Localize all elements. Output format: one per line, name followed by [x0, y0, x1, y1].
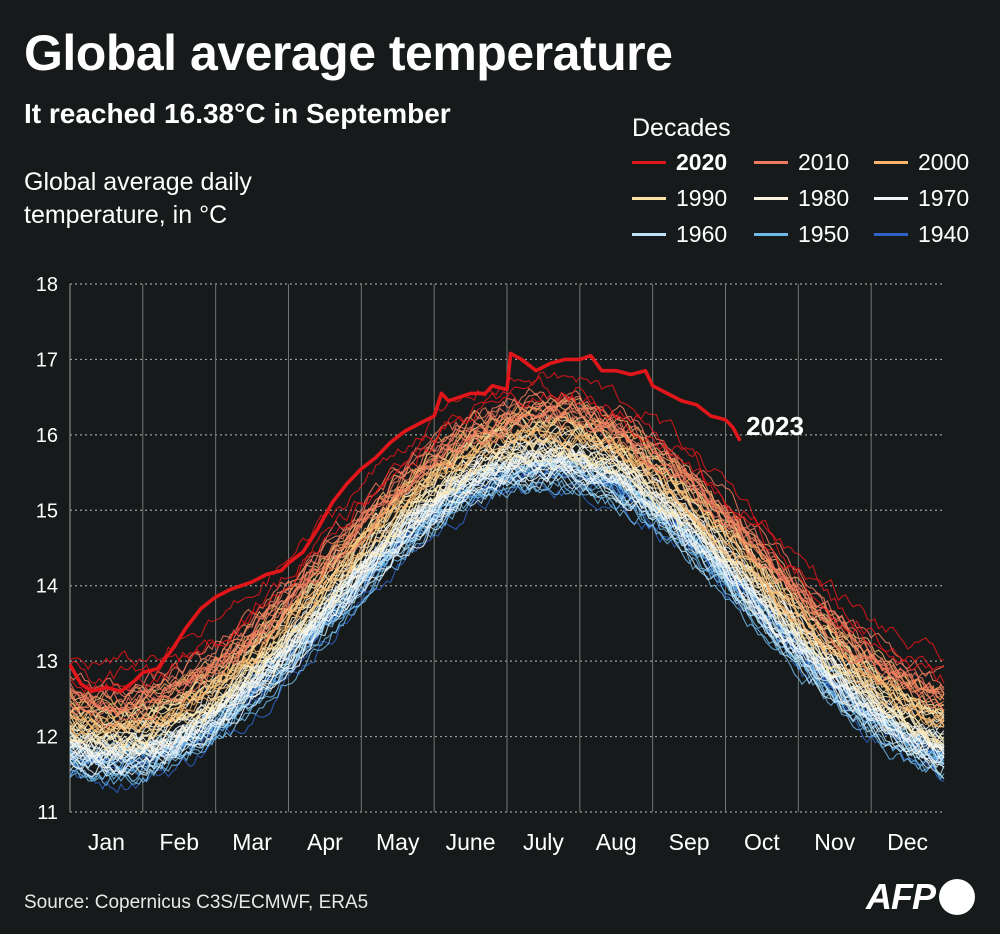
legend-label: 1940	[918, 221, 970, 247]
legend-label: 1980	[798, 185, 850, 211]
year-line	[69, 443, 945, 748]
year-line	[69, 458, 945, 778]
legend-item-1990: 1990	[632, 185, 754, 212]
x-tick-label: Aug	[596, 829, 637, 855]
legend-label: 1950	[798, 221, 850, 247]
x-tick-label: Nov	[814, 829, 855, 855]
x-tick-label: Feb	[159, 829, 199, 855]
y-tick-label: 11	[37, 802, 58, 824]
year-line	[69, 375, 945, 684]
historical-year-lines	[69, 371, 945, 794]
year-line	[69, 464, 945, 775]
legend-item-2000: 2000	[874, 149, 994, 176]
y-axis-label-line2: temperature, in °C	[24, 201, 228, 229]
chart-subtitle: It reached 16.38°C in September	[24, 98, 451, 129]
year-line	[69, 438, 945, 754]
x-tick-label: June	[446, 829, 496, 855]
year-line	[69, 387, 945, 697]
year-line	[69, 449, 945, 756]
x-tick-label: Apr	[307, 829, 343, 855]
afp-logo-text: AFP	[866, 876, 936, 917]
legend-swatch	[754, 233, 788, 236]
afp-logo-dot	[939, 879, 975, 915]
afp-logo: AFP	[866, 876, 975, 918]
legend-label: 1970	[918, 185, 970, 211]
year-line	[69, 466, 945, 776]
y-tick-label: 17	[36, 349, 58, 371]
legend-item-1980: 1980	[754, 185, 874, 212]
legend-swatch	[874, 161, 908, 164]
y-tick-label: 12	[36, 727, 58, 749]
year-line	[69, 449, 945, 751]
year-line	[69, 390, 945, 694]
y-axis-label: Global average daily temperature, in °C	[24, 166, 324, 232]
year-line	[69, 428, 945, 733]
legend-item-2010: 2010	[754, 149, 874, 176]
legend-items: 2020 2010 2000 1990 1980 1970 1960 1950 1940	[632, 149, 992, 248]
highlight-line-2023	[68, 351, 742, 694]
legend: Decades 2020 2010 2000 1990 1980 1970 1960 1950…	[632, 114, 992, 248]
legend-label: 1990	[676, 185, 728, 211]
x-tick-label: Mar	[232, 829, 272, 855]
annotation-2023: 2023	[746, 411, 804, 441]
y-axis-label-line1: Global average daily	[24, 168, 252, 196]
year-line	[69, 440, 945, 758]
legend-item-1950: 1950	[754, 221, 874, 248]
legend-title: Decades	[632, 114, 731, 142]
year-line	[69, 390, 945, 709]
legend-swatch	[632, 197, 666, 200]
year-line	[69, 425, 945, 738]
legend-label: 2010	[798, 149, 850, 175]
legend-item-1960: 1960	[632, 221, 754, 248]
legend-item-2020: 2020	[632, 149, 754, 176]
year-line	[69, 418, 945, 732]
legend-swatch	[874, 197, 908, 200]
year-line	[69, 479, 945, 782]
x-tick-label: Dec	[887, 829, 928, 855]
legend-swatch	[754, 197, 788, 200]
legend-label: 2000	[918, 149, 970, 175]
legend-item-1970: 1970	[874, 185, 994, 212]
legend-label: 1960	[676, 221, 728, 247]
year-line	[69, 401, 945, 710]
source-note: Source: Copernicus C3S/ECMWF, ERA5	[24, 892, 369, 913]
year-line	[69, 436, 945, 748]
legend-item-1940: 1940	[874, 221, 994, 248]
year-line	[69, 406, 945, 712]
x-tick-label: Jan	[88, 829, 125, 855]
legend-swatch	[754, 161, 788, 164]
y-tick-label: 18	[36, 274, 58, 296]
x-tick-label: July	[523, 829, 564, 855]
y-tick-label: 15	[36, 500, 58, 522]
y-tick-label: 16	[36, 425, 58, 447]
legend-swatch	[874, 233, 908, 236]
x-tick-label: Sep	[669, 829, 710, 855]
x-tick-label: May	[376, 829, 420, 855]
year-line	[69, 407, 945, 718]
x-tick-label: Oct	[744, 829, 780, 855]
y-tick-label: 14	[36, 576, 58, 598]
chart-title: Global average temperature	[24, 25, 673, 81]
legend-swatch	[632, 233, 666, 236]
legend-label: 2020	[676, 149, 728, 175]
y-tick-label: 13	[36, 651, 58, 673]
legend-swatch	[632, 161, 666, 164]
